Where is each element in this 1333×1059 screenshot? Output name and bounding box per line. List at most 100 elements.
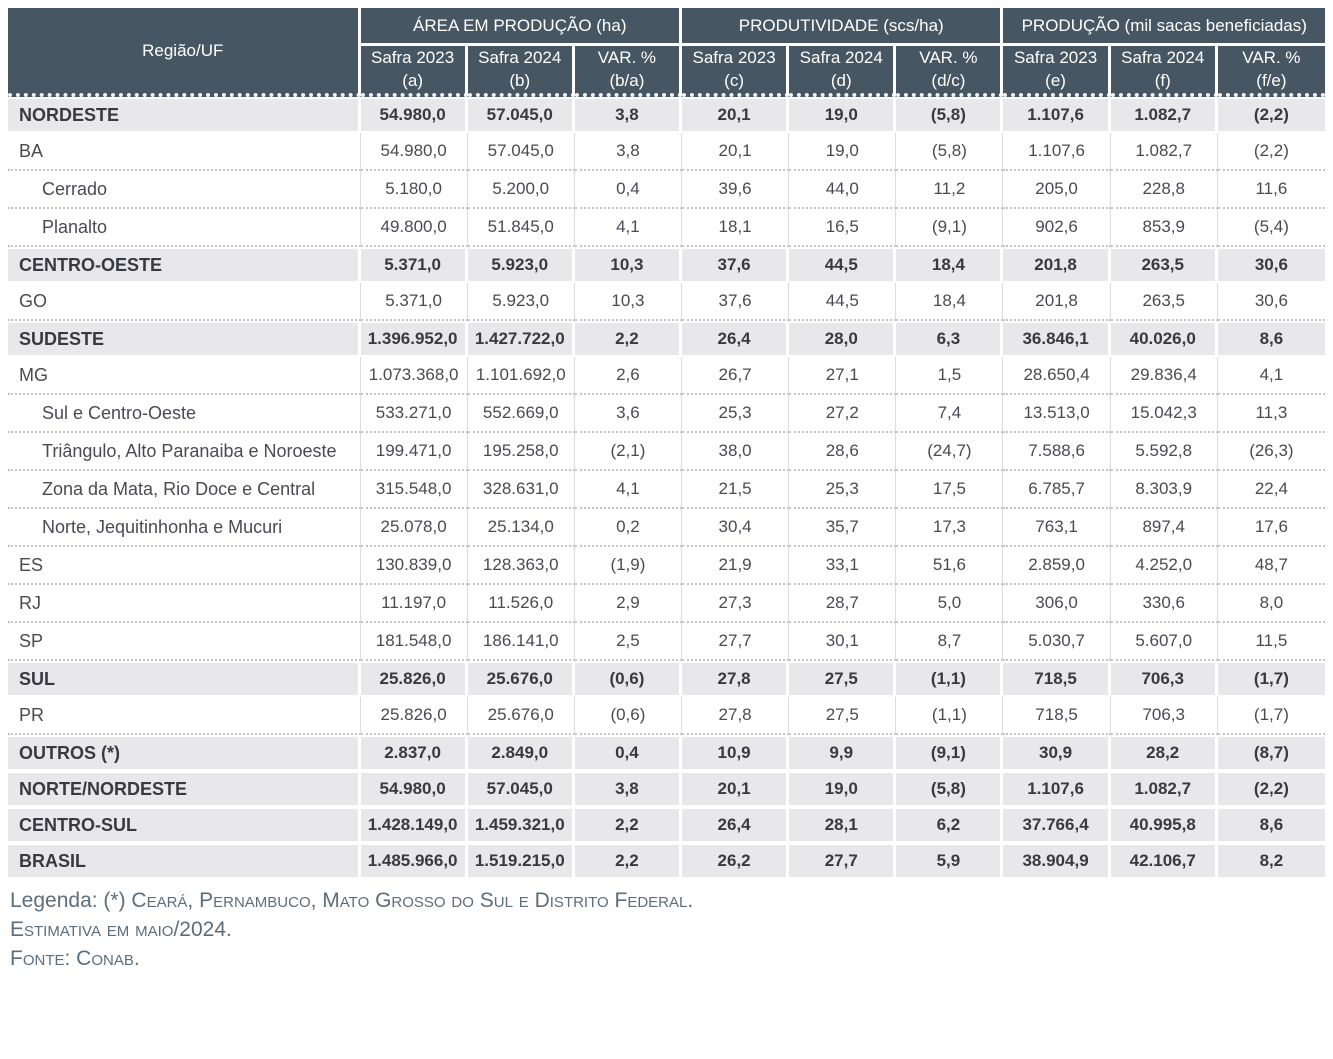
- table-cell: 30,9: [1003, 735, 1111, 771]
- subheader-letter-label: (a): [402, 70, 423, 90]
- table-cell: 897,4: [1110, 509, 1218, 547]
- table-cell: 49.800,0: [360, 209, 468, 247]
- row-label: RJ: [8, 585, 361, 623]
- table-cell: 4,1: [1217, 357, 1325, 395]
- table-cell: 186.141,0: [467, 623, 575, 661]
- table-cell: 27,7: [682, 623, 790, 661]
- table-cell: 30,6: [1217, 247, 1325, 283]
- table-cell: 1.519.215,0: [467, 843, 575, 879]
- table-cell: 7,4: [896, 395, 1004, 433]
- table-cell: 1.428.149,0: [360, 807, 468, 843]
- table-cell: 15.042,3: [1110, 395, 1218, 433]
- table-cell: 10,9: [682, 735, 790, 771]
- table-cell: 5.371,0: [360, 247, 468, 283]
- table-cell: (1,7): [1217, 697, 1325, 735]
- table-cell: 40.995,8: [1110, 807, 1218, 843]
- subheader-season-label: VAR. %: [919, 47, 978, 67]
- table-cell: 5.923,0: [467, 283, 575, 321]
- table-row: SUL 25.826,0 25.676,0 (0,6) 27,8 27,5 (1,1) 718…: [8, 661, 1325, 697]
- table-cell: 130.839,0: [360, 547, 468, 585]
- table-cell: 44,0: [789, 171, 897, 209]
- table-cell: 5,0: [896, 585, 1004, 623]
- table-cell: 40.026,0: [1110, 321, 1218, 357]
- table-cell: 1.073.368,0: [360, 357, 468, 395]
- table-cell: 6,2: [896, 807, 1004, 843]
- table-cell: 8,2: [1217, 843, 1325, 879]
- table-cell: 128.363,0: [467, 547, 575, 585]
- header-group-row: Região/UF ÁREA EM PRODUÇÃO (ha) PRODUTIVID…: [8, 8, 1325, 97]
- table-cell: 30,4: [682, 509, 790, 547]
- table-cell: 33,1: [789, 547, 897, 585]
- table-cell: (9,1): [896, 735, 1004, 771]
- table-cell: 4,1: [574, 209, 683, 247]
- table-cell: 718,5: [1003, 661, 1111, 697]
- column-subheader: Safra 2024 (d): [789, 46, 897, 97]
- table-cell: 37,6: [682, 283, 790, 321]
- table-cell: 0,4: [574, 735, 683, 771]
- table-row: BA 54.980,0 57.045,0 3,8 20,1 19,0 (5,8) 1.107,…: [8, 133, 1325, 171]
- table-row: CENTRO-SUL 1.428.149,0 1.459.321,0 2,2 26,4 2…: [8, 807, 1325, 843]
- table-cell: 26,7: [682, 357, 790, 395]
- table-cell: 263,5: [1110, 247, 1218, 283]
- table-cell: 1.082,7: [1110, 97, 1218, 133]
- table-cell: 30,1: [789, 623, 897, 661]
- table-cell: 763,1: [1003, 509, 1111, 547]
- column-subheader: VAR. % (b/a): [574, 46, 683, 97]
- row-label: ES: [8, 547, 361, 585]
- subheader-letter-label: (e): [1045, 70, 1066, 90]
- region-uf-header: Região/UF: [8, 8, 361, 97]
- table-cell: 28,7: [789, 585, 897, 623]
- table-cell: 1.107,6: [1003, 771, 1111, 807]
- table-header: Região/UF ÁREA EM PRODUÇÃO (ha) PRODUTIVID…: [8, 8, 1325, 97]
- table-cell: 27,2: [789, 395, 897, 433]
- table-cell: 181.548,0: [360, 623, 468, 661]
- table-cell: 25.826,0: [360, 697, 468, 735]
- header-sub-row: Safra 2023 (a) Safra 2024 (b) VAR. % (b/a) Saf…: [8, 46, 1325, 97]
- table-cell: 27,8: [682, 697, 790, 735]
- table-cell: 18,1: [682, 209, 790, 247]
- table-row: Planalto 49.800,0 51.845,0 4,1 18,1 16,5 (9,1)…: [8, 209, 1325, 247]
- table-footnotes: Legenda: (*) Ceará, Pernambuco, Mato Gro…: [10, 887, 1325, 974]
- table-cell: 57.045,0: [467, 97, 575, 133]
- table-cell: (5,8): [896, 97, 1004, 133]
- table-cell: 195.258,0: [467, 433, 575, 471]
- table-cell: 36.846,1: [1003, 321, 1111, 357]
- table-cell: 1,5: [896, 357, 1004, 395]
- column-subheader: Safra 2024 (f): [1110, 46, 1218, 97]
- table-cell: 20,1: [682, 97, 790, 133]
- column-subheader: VAR. % (d/c): [896, 46, 1004, 97]
- table-cell: 54.980,0: [360, 771, 468, 807]
- table-cell: 2.849,0: [467, 735, 575, 771]
- table-cell: 4.252,0: [1110, 547, 1218, 585]
- table-cell: 902,6: [1003, 209, 1111, 247]
- table-cell: (2,2): [1217, 97, 1325, 133]
- table-cell: 44,5: [789, 283, 897, 321]
- row-label: GO: [8, 283, 361, 321]
- table-cell: 201,8: [1003, 283, 1111, 321]
- table-cell: 2,5: [574, 623, 683, 661]
- table-cell: 38.904,9: [1003, 843, 1111, 879]
- table-cell: (5,8): [896, 771, 1004, 807]
- column-subheader: Safra 2023 (c): [682, 46, 790, 97]
- subheader-season-label: Safra 2024: [799, 47, 883, 67]
- table-cell: (5,8): [896, 133, 1004, 171]
- table-cell: 4,1: [574, 471, 683, 509]
- table-cell: 10,3: [574, 247, 683, 283]
- table-cell: 57.045,0: [467, 133, 575, 171]
- table-row: Triângulo, Alto Paranaiba e Noroeste 199.…: [8, 433, 1325, 471]
- table-row: RJ 11.197,0 11.526,0 2,9 27,3 28,7 5,0 306,0 330…: [8, 585, 1325, 623]
- table-cell: 17,6: [1217, 509, 1325, 547]
- table-cell: 19,0: [789, 97, 897, 133]
- table-cell: (0,6): [574, 661, 683, 697]
- subheader-letter-label: (f/e): [1256, 70, 1287, 90]
- table-cell: 19,0: [789, 771, 897, 807]
- table-cell: (2,2): [1217, 771, 1325, 807]
- table-cell: 1.427.722,0: [467, 321, 575, 357]
- table-cell: 2.859,0: [1003, 547, 1111, 585]
- table-row: PR 25.826,0 25.676,0 (0,6) 27,8 27,5 (1,1) 718,…: [8, 697, 1325, 735]
- table-cell: 1.082,7: [1110, 133, 1218, 171]
- subheader-letter-label: (d/c): [931, 70, 966, 90]
- table-cell: 2,2: [574, 807, 683, 843]
- table-cell: 328.631,0: [467, 471, 575, 509]
- table-cell: 3,8: [574, 771, 683, 807]
